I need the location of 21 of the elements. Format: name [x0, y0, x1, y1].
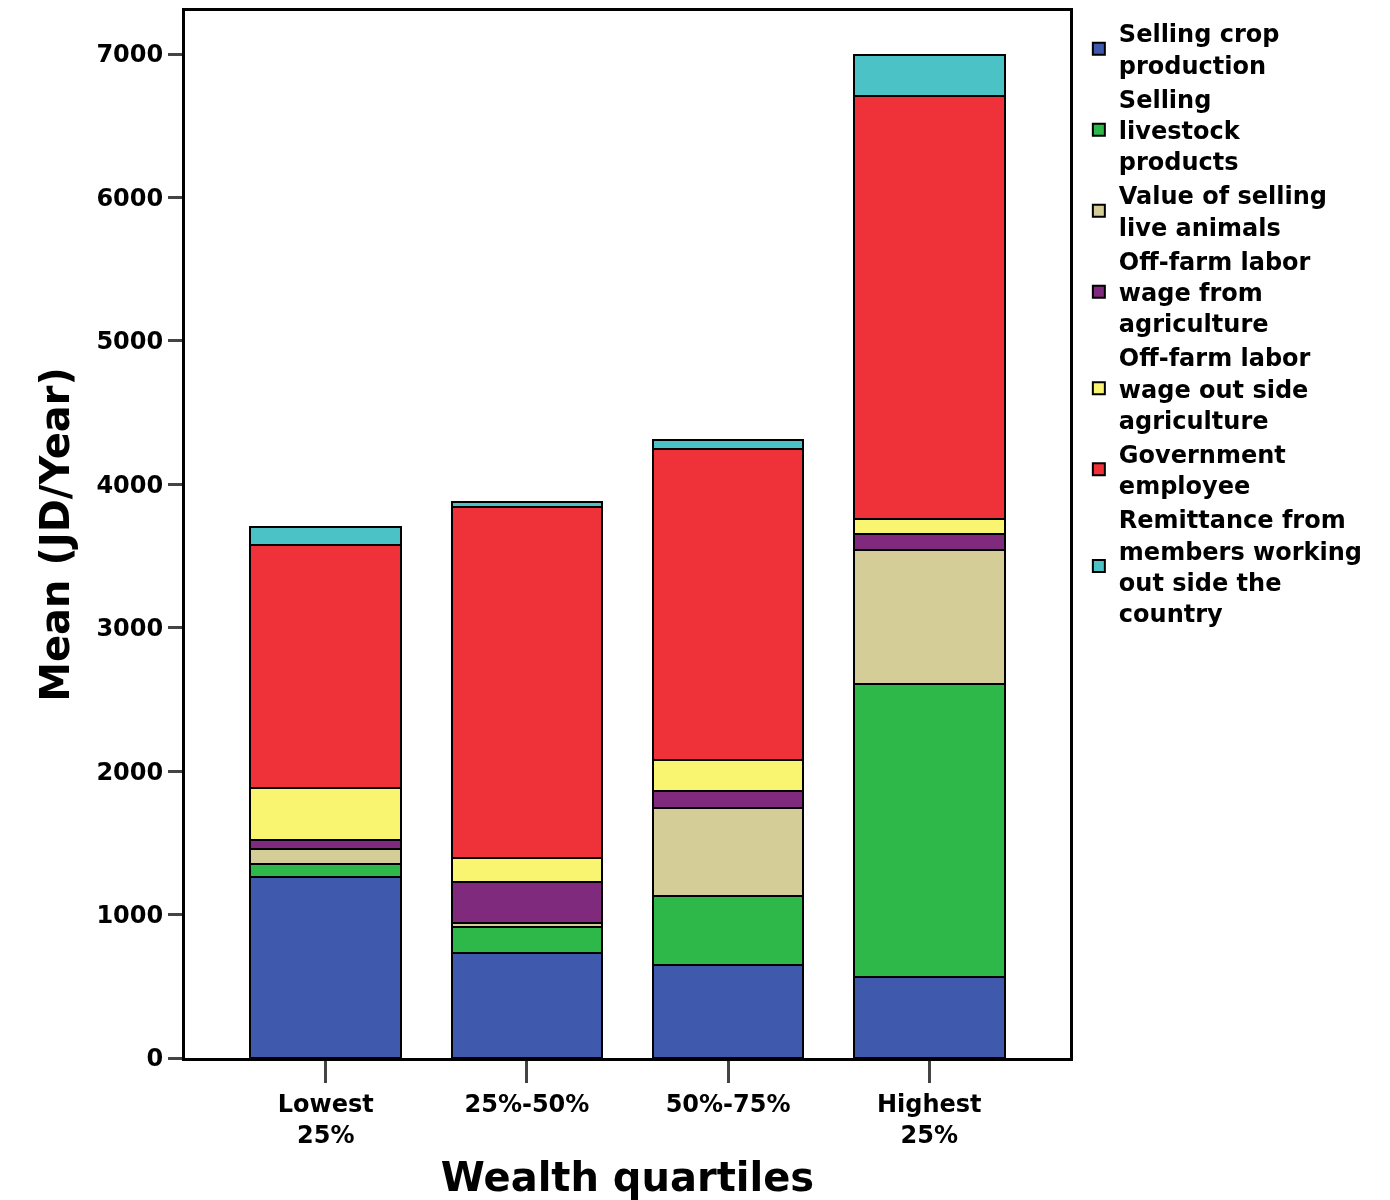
y-tick-label: 5000 [96, 327, 164, 356]
y-axis-title: Mean (JD/Year) [31, 367, 78, 702]
x-axis-title: Wealth quartiles [440, 1153, 815, 1200]
y-tick-label: 1000 [96, 900, 164, 929]
x-tick-label: 50%-75% [665, 1089, 791, 1118]
y-tick-label: 3000 [96, 614, 164, 643]
legend-label: Value of selling live animals [1118, 182, 1328, 242]
y-tick-label: 2000 [96, 757, 164, 786]
x-tick-label: Lowest 25% [277, 1089, 374, 1149]
y-tick-label: 7000 [96, 40, 164, 69]
legend-label: Off-farm labor wage out side agriculture [1118, 344, 1311, 435]
y-tick-label: 6000 [96, 183, 164, 212]
legend-label: Remittance from members working out side the country [1118, 506, 1363, 629]
legend-label: Off-farm labor wage from agriculture [1118, 247, 1311, 339]
y-tick-label: 0 [146, 1044, 164, 1073]
x-tick-label: 25%-50% [464, 1089, 590, 1118]
y-tick-label: 4000 [96, 470, 164, 499]
legend-label: Government employee [1118, 441, 1286, 501]
legend-label: Selling crop production [1118, 20, 1280, 80]
legend-label: Selling livestock products [1118, 85, 1241, 177]
x-tick-label: Highest 25% [876, 1089, 982, 1149]
